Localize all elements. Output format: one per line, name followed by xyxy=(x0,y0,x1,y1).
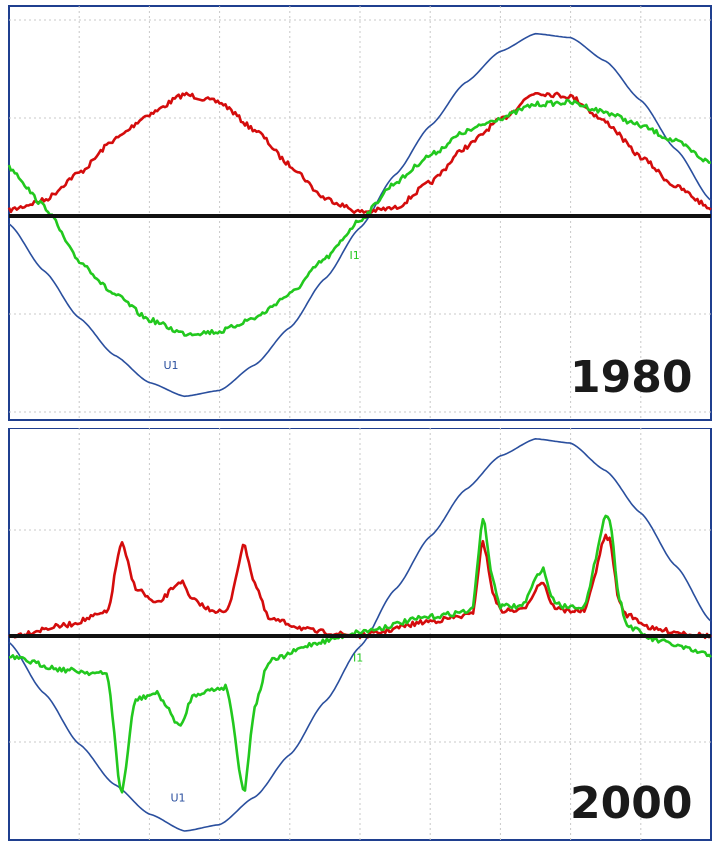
series-label-current_2: I1 xyxy=(353,651,363,664)
year-label-2000: 2000 xyxy=(570,778,693,829)
panel-2000: U1 I1 2000 xyxy=(0,428,720,844)
grid xyxy=(9,6,711,420)
series-line-current_2 xyxy=(7,98,711,337)
year-label-1980: 1980 xyxy=(570,352,693,403)
series-line-voltage xyxy=(8,438,712,832)
series-label-voltage: U1 xyxy=(163,359,178,372)
series-line-voltage xyxy=(8,32,712,398)
series-line-current xyxy=(7,91,712,214)
series-line-current_2 xyxy=(8,514,712,794)
panel-1980: U1 I1 1980 xyxy=(7,5,712,421)
waveform-plot-2000: U1 I1 xyxy=(8,428,712,841)
waveform-plot-1980: U1 I1 xyxy=(7,5,712,421)
series-label-current_2: I1 xyxy=(349,249,359,262)
series-label-voltage: U1 xyxy=(170,791,185,804)
